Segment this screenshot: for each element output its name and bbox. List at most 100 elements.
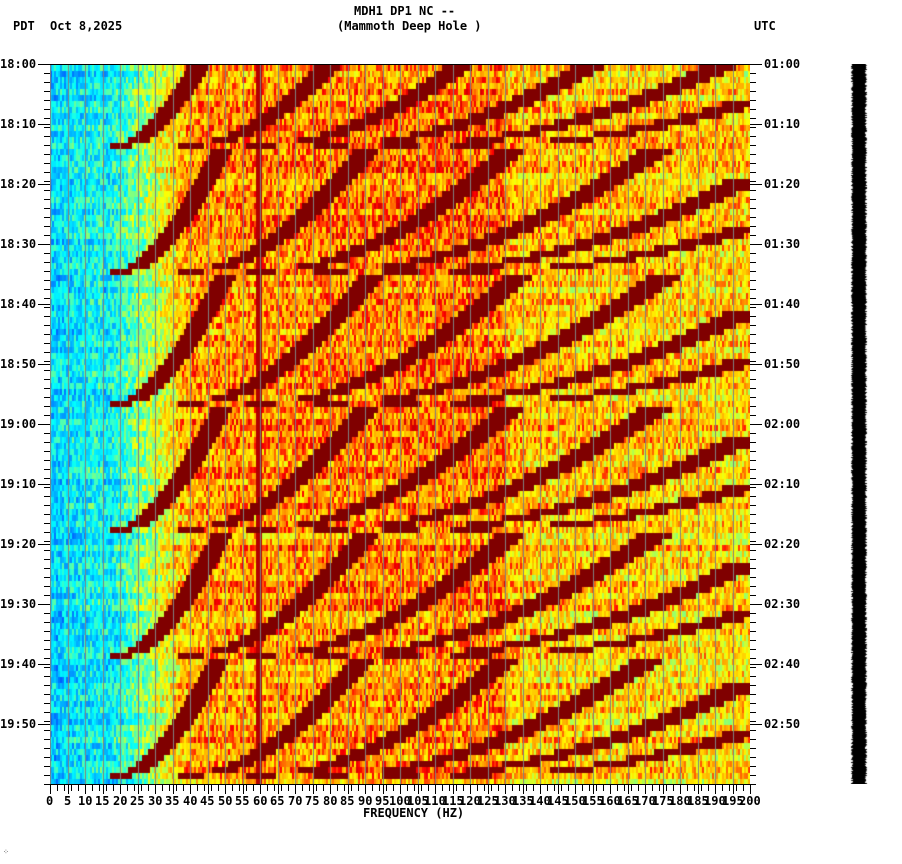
y-minor-tick-right (750, 595, 756, 596)
y-minor-tick-left (44, 496, 50, 497)
y-minor-tick-left (44, 703, 50, 704)
y-minor-tick-right (750, 676, 756, 677)
x-tick-label: 75 (305, 794, 320, 808)
y-minor-tick-right (750, 721, 756, 722)
x-major-tick (488, 784, 489, 794)
x-minor-tick (554, 784, 555, 791)
x-major-tick (593, 784, 594, 794)
x-tick-label: 5 (64, 794, 72, 808)
y-tick-label-left: 19:50 (0, 717, 37, 731)
x-minor-tick (274, 784, 275, 791)
x-major-tick (243, 784, 244, 794)
y-major-tick-right (750, 304, 762, 305)
x-major-tick (365, 784, 366, 794)
y-minor-tick-right (750, 181, 756, 182)
y-minor-tick-left (44, 712, 50, 713)
x-major-tick (523, 784, 524, 794)
y-major-tick-right (750, 184, 762, 185)
x-tick-label: 45 (200, 794, 215, 808)
y-minor-tick-right (750, 505, 756, 506)
x-minor-tick (288, 784, 289, 791)
y-minor-tick-left (44, 649, 50, 650)
x-major-tick (698, 784, 699, 794)
y-minor-tick-left (44, 784, 50, 785)
y-major-tick-left (38, 664, 50, 665)
y-minor-tick-left (44, 199, 50, 200)
x-minor-tick (78, 784, 79, 791)
y-minor-tick-right (750, 568, 756, 569)
x-minor-tick (526, 784, 527, 791)
y-minor-tick-right (750, 469, 756, 470)
y-minor-tick-right (750, 406, 756, 407)
y-minor-tick-left (44, 109, 50, 110)
y-minor-tick-left (44, 622, 50, 623)
x-minor-tick (449, 784, 450, 791)
x-minor-tick (568, 784, 569, 791)
y-minor-tick-right (750, 271, 756, 272)
x-minor-tick (407, 784, 408, 791)
x-major-tick (715, 784, 716, 794)
waveform-strip (849, 64, 869, 784)
y-minor-tick-left (44, 280, 50, 281)
x-major-tick (50, 784, 51, 794)
y-minor-tick-right (750, 298, 756, 299)
x-minor-tick (708, 784, 709, 791)
x-minor-tick (533, 784, 534, 791)
y-tick-label-left: 18:00 (0, 57, 37, 71)
x-tick-label: 70 (288, 794, 303, 808)
y-tick-label-left: 19:10 (0, 477, 37, 491)
x-tick-label: 170 (634, 794, 656, 808)
y-minor-tick-right (750, 433, 756, 434)
y-minor-tick-right (750, 109, 756, 110)
y-minor-tick-right (750, 550, 756, 551)
y-tick-label-right: 02:50 (764, 717, 801, 731)
x-minor-tick (358, 784, 359, 791)
x-minor-tick (218, 784, 219, 791)
y-minor-tick-left (44, 262, 50, 263)
y-minor-tick-left (44, 667, 50, 668)
y-minor-tick-right (750, 199, 756, 200)
y-minor-tick-left (44, 73, 50, 74)
x-minor-tick (99, 784, 100, 791)
y-minor-tick-right (750, 397, 756, 398)
x-tick-label: 20 (113, 794, 128, 808)
y-minor-tick-right (750, 523, 756, 524)
y-minor-tick-right (750, 730, 756, 731)
y-major-tick-right (750, 124, 762, 125)
x-minor-tick (386, 784, 387, 791)
x-major-tick (383, 784, 384, 794)
y-minor-tick-right (750, 487, 756, 488)
y-tick-label-left: 19:20 (0, 537, 37, 551)
y-minor-tick-left (44, 379, 50, 380)
x-major-tick (680, 784, 681, 794)
x-major-tick (575, 784, 576, 794)
x-minor-tick (176, 784, 177, 791)
x-major-tick (260, 784, 261, 794)
y-minor-tick-right (750, 640, 756, 641)
x-minor-tick (183, 784, 184, 791)
y-minor-tick-right (750, 145, 756, 146)
x-minor-tick (309, 784, 310, 791)
y-minor-tick-left (44, 307, 50, 308)
y-minor-tick-left (44, 577, 50, 578)
y-minor-tick-right (750, 334, 756, 335)
y-minor-tick-left (44, 163, 50, 164)
x-minor-tick (281, 784, 282, 791)
y-minor-tick-left (44, 325, 50, 326)
y-minor-tick-left (44, 676, 50, 677)
y-major-tick-right (750, 484, 762, 485)
y-minor-tick-left (44, 271, 50, 272)
y-minor-tick-right (750, 478, 756, 479)
x-major-tick (330, 784, 331, 794)
y-minor-tick-left (44, 91, 50, 92)
x-minor-tick (267, 784, 268, 791)
y-minor-tick-left (44, 145, 50, 146)
y-minor-tick-right (750, 451, 756, 452)
x-major-tick (610, 784, 611, 794)
y-major-tick-right (750, 544, 762, 545)
y-minor-tick-left (44, 658, 50, 659)
x-minor-tick (596, 784, 597, 791)
y-minor-tick-left (44, 136, 50, 137)
x-minor-tick (379, 784, 380, 791)
y-major-tick-left (38, 184, 50, 185)
